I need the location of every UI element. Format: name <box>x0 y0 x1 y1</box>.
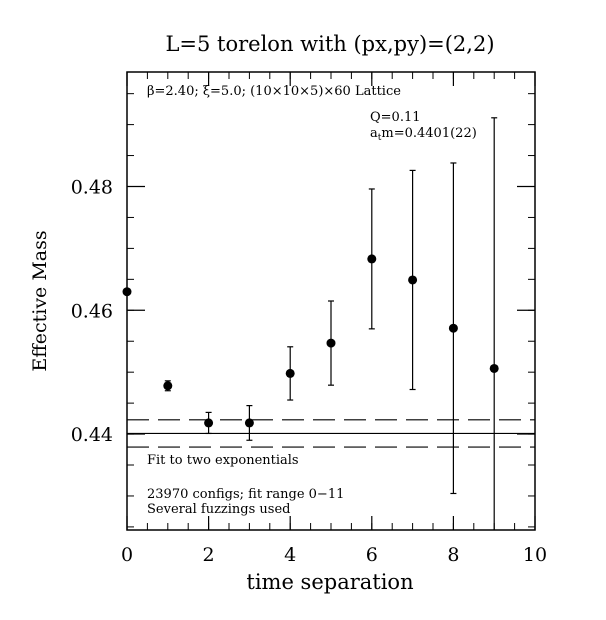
x-tick-label: 0 <box>121 544 133 566</box>
y-tick-labels: 0.44 0.46 0.48 <box>71 177 113 447</box>
major-ticks <box>126 72 536 530</box>
y-tick-label: 0.44 <box>71 424 113 446</box>
data-point <box>326 338 336 348</box>
x-tick-label: 8 <box>447 544 459 566</box>
lattice-annotation: β=2.40; ξ=5.0; (10×10×5)×60 Lattice <box>147 84 401 99</box>
q-annotation: Q=0.11 <box>370 110 421 125</box>
data-point <box>244 418 254 428</box>
x-tick-label: 2 <box>203 544 215 566</box>
data-point <box>285 368 295 378</box>
x-tick-labels: 0 2 4 6 8 10 <box>121 544 547 566</box>
data-point <box>489 363 499 373</box>
data-point <box>163 381 173 391</box>
x-tick-label: 6 <box>366 544 378 566</box>
chart-title: L=5 torelon with (px,py)=(2,2) <box>165 32 494 56</box>
data-point <box>448 323 458 333</box>
fit-annotation: Fit to two exponentials <box>147 453 299 468</box>
y-tick-label: 0.46 <box>71 300 113 322</box>
data-point <box>204 418 214 428</box>
data-point <box>408 275 418 285</box>
data-point <box>122 287 132 297</box>
mass-annotation: atm=0.4401(22) <box>370 126 477 143</box>
x-axis-label: time separation <box>246 570 413 594</box>
x-tick-label: 4 <box>284 544 296 566</box>
data-series <box>122 117 499 530</box>
data-point <box>367 254 377 264</box>
mass-prefix: a <box>370 126 378 141</box>
configs-annotation: 23970 configs; fit range 0−11 <box>147 487 344 502</box>
fit-band <box>127 419 535 448</box>
mass-subscript: t <box>378 133 382 143</box>
x-tick-label: 10 <box>523 544 547 566</box>
y-axis-label: Effective Mass <box>29 230 51 371</box>
mass-value: m=0.4401(22) <box>381 126 476 141</box>
fuzzings-annotation: Several fuzzings used <box>147 502 291 517</box>
y-tick-label: 0.48 <box>71 177 113 199</box>
